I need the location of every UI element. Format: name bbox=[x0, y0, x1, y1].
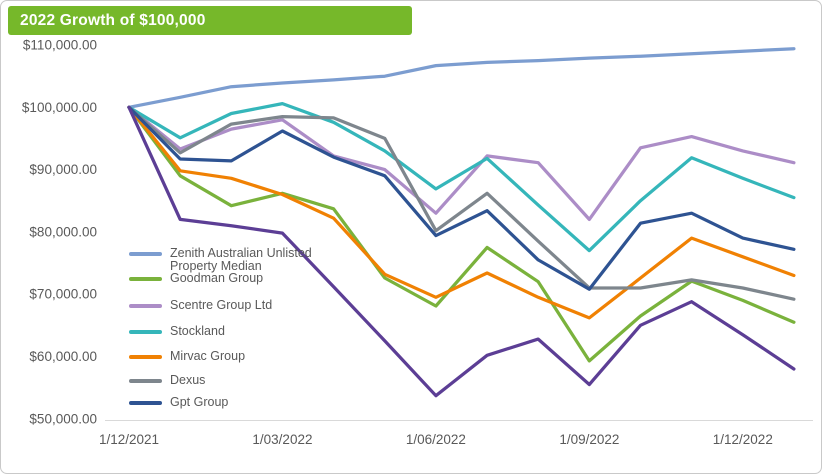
series-line-scentre-group-ltd bbox=[127, 105, 796, 222]
x-tick-label: 1/12/2021 bbox=[99, 432, 159, 447]
series-line-mirvac-group bbox=[127, 105, 796, 320]
x-tick-label: 1/09/2022 bbox=[559, 432, 619, 447]
x-tick-label: 1/06/2022 bbox=[406, 432, 466, 447]
series-line-dexus bbox=[127, 105, 796, 301]
y-tick-label: $110,000.00 bbox=[23, 38, 97, 53]
series-line-goodman-group bbox=[127, 105, 796, 363]
series-line-stockland bbox=[127, 101, 796, 253]
series-line-zenith-australian-unlisted-property-median bbox=[127, 47, 796, 109]
y-tick-label: $70,000.00 bbox=[29, 287, 97, 302]
y-tick-label: $50,000.00 bbox=[29, 411, 97, 426]
series-line-unlabeled-purple bbox=[127, 105, 796, 398]
y-tick-label: $100,000.00 bbox=[22, 100, 97, 115]
y-tick-label: $60,000.00 bbox=[29, 349, 97, 364]
y-tick-label: $90,000.00 bbox=[29, 162, 97, 177]
chart-title-bar: 2022 Growth of $100,000 bbox=[8, 6, 412, 35]
x-tick-label: 1/12/2022 bbox=[713, 432, 773, 447]
x-tick-label: 1/03/2022 bbox=[252, 432, 312, 447]
chart-title: 2022 Growth of $100,000 bbox=[20, 11, 206, 29]
series-line-gpt-group bbox=[127, 105, 796, 291]
y-tick-label: $80,000.00 bbox=[29, 224, 97, 239]
